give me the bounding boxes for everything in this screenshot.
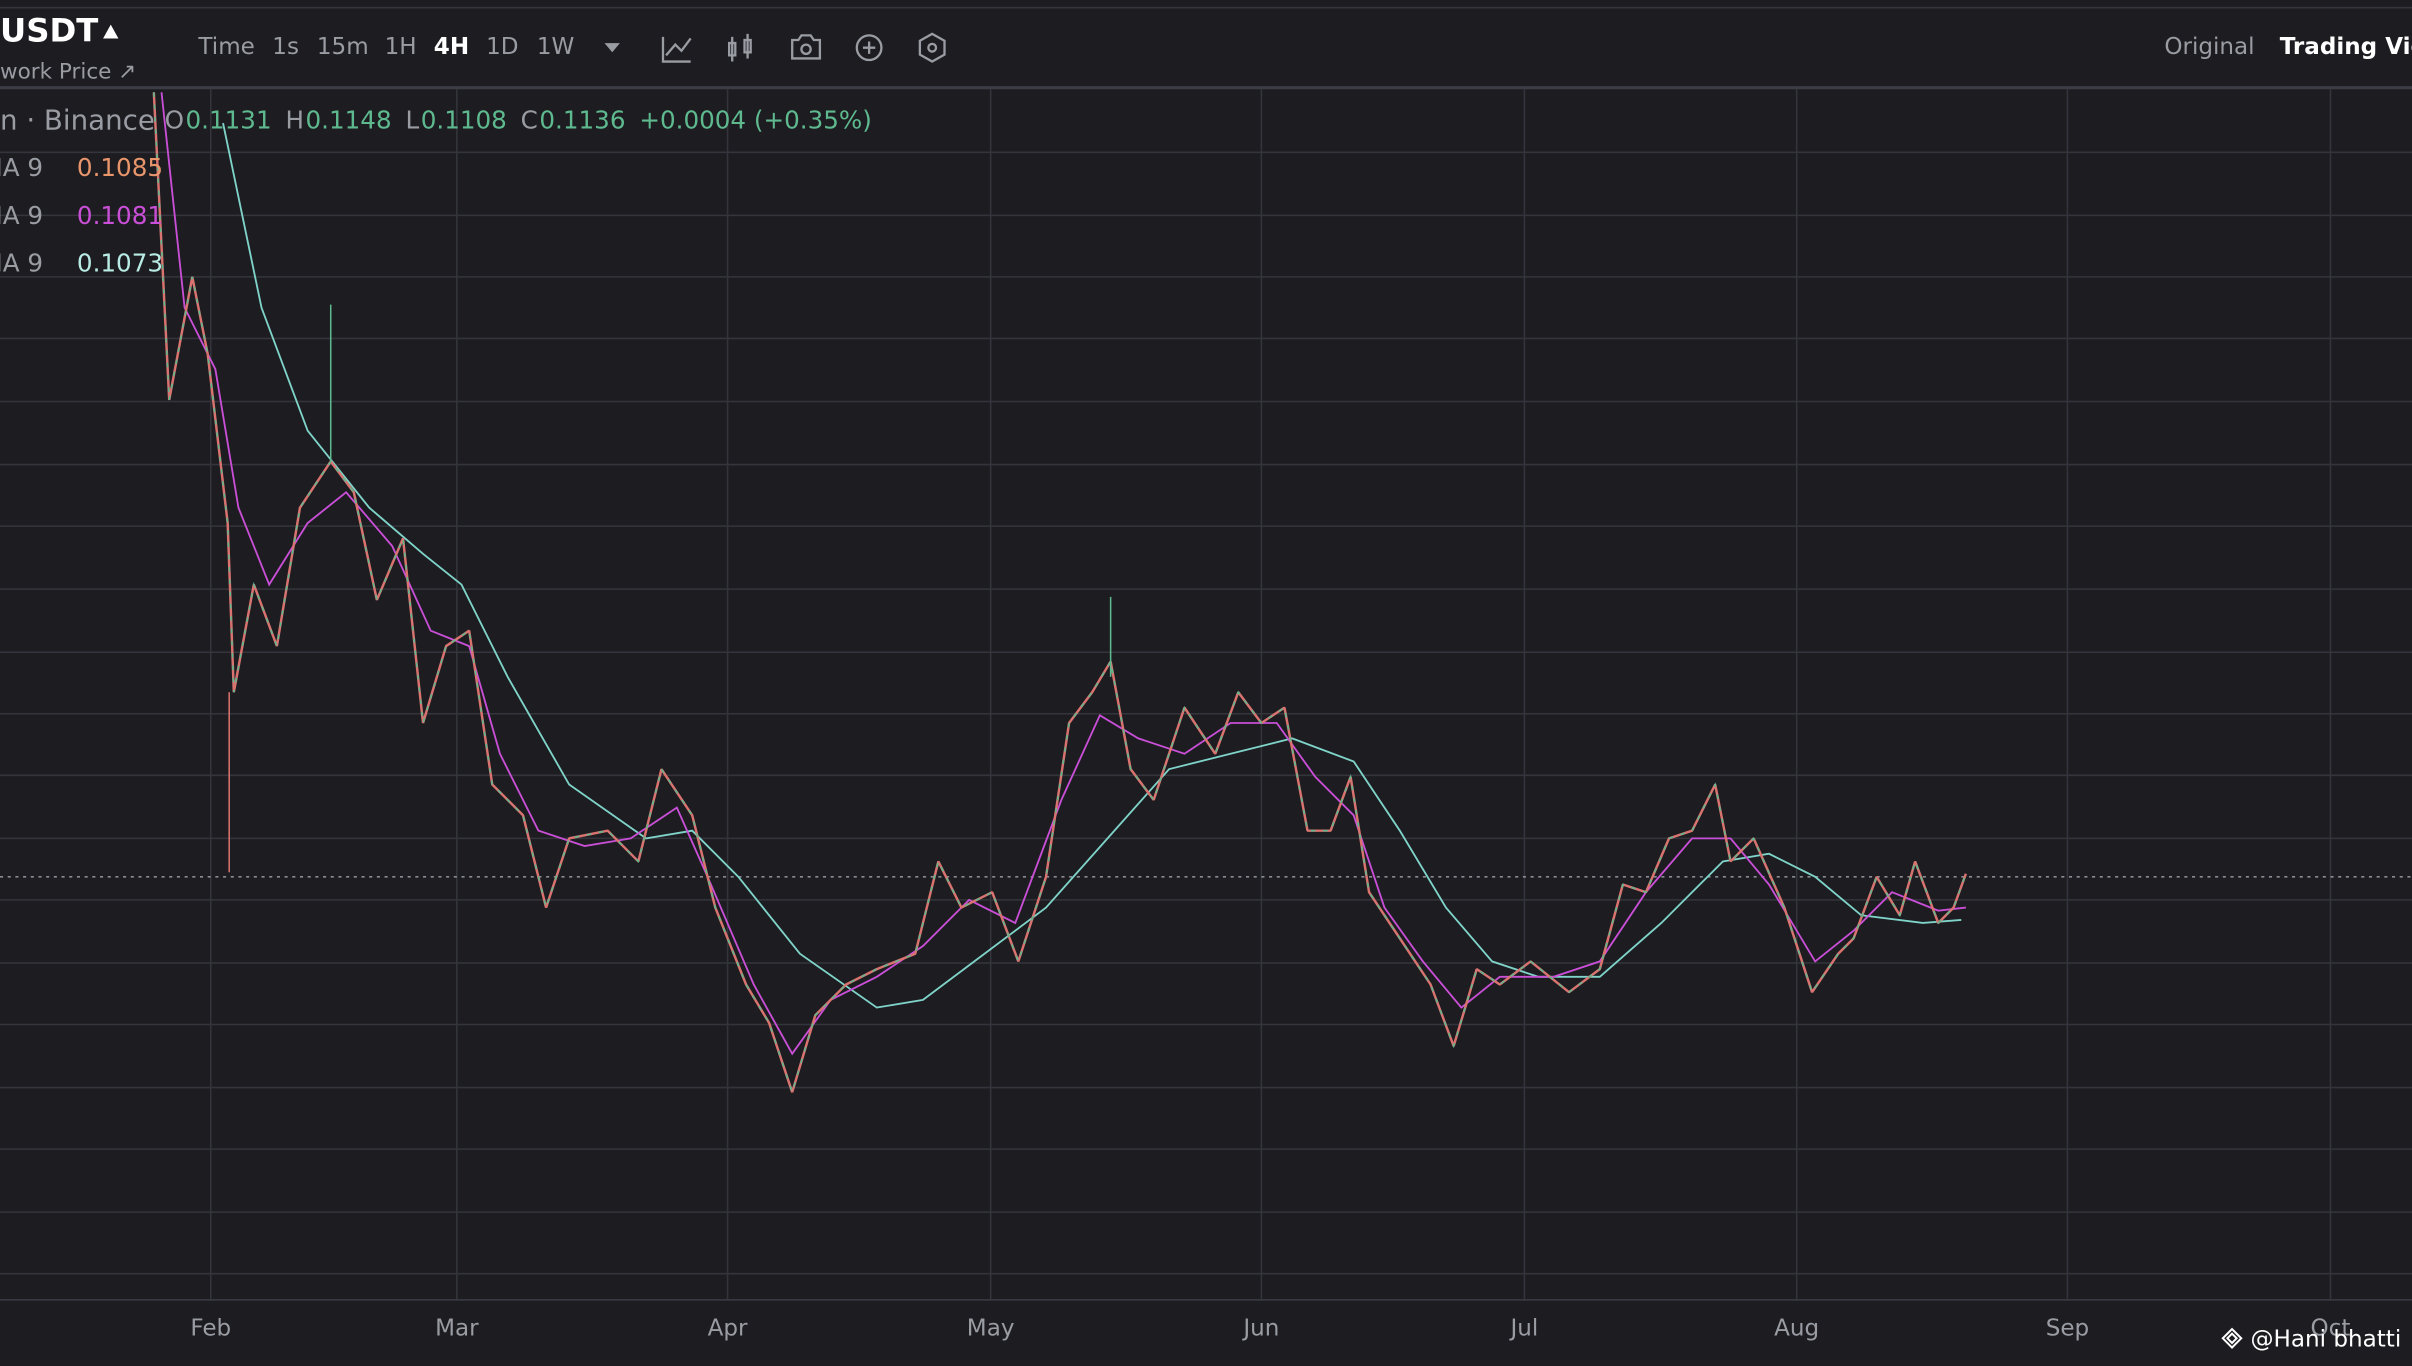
ohlc-label: O	[165, 106, 184, 135]
settings-dot	[927, 42, 938, 53]
ma-value: 0.1073	[77, 249, 163, 278]
ohlc-value: 0.1131	[186, 106, 272, 135]
symbol: USDT	[0, 11, 98, 49]
ohlc-label: L	[405, 106, 419, 135]
ma-name: MA 9	[0, 153, 43, 182]
interval-button[interactable]: 4H	[434, 34, 469, 60]
month-label: Mar	[435, 1316, 479, 1342]
ohlc-value: 0.1108	[421, 106, 507, 135]
ma-legend: MA 9 0.1085 MA 9 0.1081 MA 9 0.1073	[0, 153, 163, 277]
view-original[interactable]: Original	[2164, 34, 2254, 60]
month-label: May	[967, 1316, 1015, 1342]
month-label: Jun	[1241, 1316, 1279, 1342]
interval-button[interactable]: 15m	[317, 34, 369, 60]
candle-icon[interactable]	[727, 33, 752, 62]
price-type[interactable]: work Price ↗	[0, 59, 136, 84]
ohlc-value: 0.1136	[539, 106, 625, 135]
watermark-logo	[2221, 1327, 2243, 1349]
add-icon[interactable]	[855, 34, 883, 62]
grid	[0, 89, 2412, 1300]
ma-name: MA 9	[0, 201, 43, 230]
ma-name: MA 9	[0, 249, 43, 278]
more-intervals[interactable]	[604, 43, 620, 53]
interval-button[interactable]: Time	[197, 34, 254, 60]
watermark: @Hani bhatti	[2250, 1326, 2401, 1352]
lens	[800, 43, 812, 56]
interval-button[interactable]: 1D	[486, 34, 518, 60]
symbol-dropdown[interactable]	[103, 24, 119, 39]
ohlc-legend: O 0.1131 H 0.1148 L 0.1108 C 0.1136 +0.0004 (+0.…	[165, 106, 872, 135]
indicator-icon[interactable]	[661, 36, 692, 63]
ohlc-label: H	[285, 106, 304, 135]
interval-button[interactable]: 1H	[385, 34, 417, 60]
time-axis: Feb Mar Apr May Jun Jul Aug Sep Oct	[190, 1316, 2350, 1342]
ma-line-magenta	[160, 92, 1967, 1056]
chart-tools	[661, 32, 946, 63]
plus	[862, 41, 876, 54]
ma-value: 0.1081	[77, 201, 163, 230]
month-label: Aug	[1774, 1316, 1819, 1342]
ohlc-label: C	[521, 106, 538, 135]
price-line-up	[153, 92, 1967, 1095]
month-label: Feb	[190, 1316, 231, 1342]
view-tradingview[interactable]: Trading View	[2280, 34, 2412, 60]
interval-button[interactable]: 1W	[537, 34, 575, 60]
ma-line-cyan	[222, 122, 1962, 1009]
interval-button[interactable]: 1s	[272, 34, 299, 60]
month-label: Jul	[1509, 1316, 1539, 1342]
screenshot-icon[interactable]	[791, 34, 822, 60]
legend-source: n · Binance	[0, 104, 155, 137]
month-label: Apr	[708, 1316, 748, 1342]
month-label: Sep	[2046, 1316, 2089, 1342]
month-label: Oct	[2311, 1316, 2351, 1342]
toolbar: Time 1s 15m 1H 4H 1D 1W	[197, 34, 574, 60]
ma-value: 0.1085	[77, 153, 163, 182]
settings-icon[interactable]	[918, 32, 946, 63]
price-change: +0.0004 (+0.35%)	[639, 106, 872, 135]
ohlc-value: 0.1148	[306, 106, 392, 135]
